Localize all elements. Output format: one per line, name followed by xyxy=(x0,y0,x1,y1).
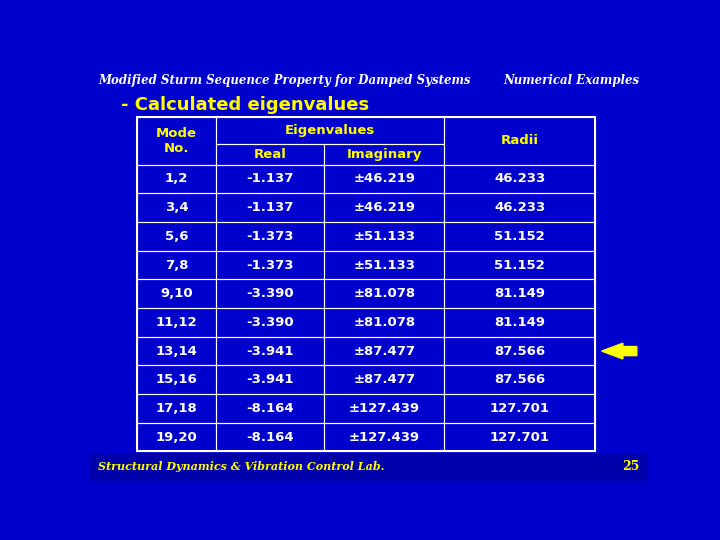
Bar xyxy=(215,308,324,337)
Text: 15,16: 15,16 xyxy=(156,373,197,386)
Bar xyxy=(444,165,595,193)
Bar xyxy=(215,366,324,394)
Text: Real: Real xyxy=(253,148,287,161)
Bar xyxy=(215,117,444,144)
Bar xyxy=(138,366,215,394)
Text: 51.152: 51.152 xyxy=(495,230,545,243)
Bar xyxy=(324,366,444,394)
Text: 46.233: 46.233 xyxy=(494,201,545,214)
Text: 81.149: 81.149 xyxy=(494,287,545,300)
Bar xyxy=(444,251,595,279)
Text: 87.566: 87.566 xyxy=(494,345,545,357)
Bar xyxy=(324,308,444,337)
Text: 51.152: 51.152 xyxy=(495,259,545,272)
Bar xyxy=(444,193,595,222)
Bar xyxy=(138,308,215,337)
Bar xyxy=(444,117,595,165)
Text: Eigenvalues: Eigenvalues xyxy=(285,124,375,137)
Text: 127.701: 127.701 xyxy=(490,402,549,415)
Text: -1.373: -1.373 xyxy=(246,230,294,243)
Text: -3.941: -3.941 xyxy=(246,345,294,357)
Text: 7,8: 7,8 xyxy=(165,259,188,272)
Text: -3.390: -3.390 xyxy=(246,287,294,300)
Text: ±81.078: ±81.078 xyxy=(354,316,415,329)
Bar xyxy=(444,222,595,251)
Text: 13,14: 13,14 xyxy=(156,345,197,357)
Bar xyxy=(324,279,444,308)
Bar xyxy=(444,337,595,366)
Text: ±127.439: ±127.439 xyxy=(348,430,420,444)
Bar xyxy=(324,423,444,451)
Text: ±127.439: ±127.439 xyxy=(348,402,420,415)
Bar xyxy=(215,165,324,193)
Text: -8.164: -8.164 xyxy=(246,430,294,444)
Bar xyxy=(138,279,215,308)
Bar xyxy=(138,394,215,423)
Bar xyxy=(444,366,595,394)
Text: Numerical Examples: Numerical Examples xyxy=(503,74,639,87)
Text: -1.373: -1.373 xyxy=(246,259,294,272)
Text: 81.149: 81.149 xyxy=(494,316,545,329)
Text: -8.164: -8.164 xyxy=(246,402,294,415)
Text: -1.137: -1.137 xyxy=(246,201,294,214)
Bar xyxy=(138,193,215,222)
FancyArrow shape xyxy=(602,343,637,359)
Bar xyxy=(444,394,595,423)
Bar xyxy=(138,117,595,451)
Text: 1,2: 1,2 xyxy=(165,172,188,185)
Bar xyxy=(215,251,324,279)
Bar xyxy=(324,193,444,222)
Text: -3.390: -3.390 xyxy=(246,316,294,329)
Bar xyxy=(215,193,324,222)
Bar xyxy=(324,394,444,423)
Bar xyxy=(215,222,324,251)
Bar xyxy=(215,423,324,451)
Bar xyxy=(138,117,215,165)
Bar xyxy=(444,308,595,337)
Text: -1.137: -1.137 xyxy=(246,172,294,185)
Bar xyxy=(324,222,444,251)
Text: Mode
No.: Mode No. xyxy=(156,127,197,154)
Text: Modified Sturm Sequence Property for Damped Systems: Modified Sturm Sequence Property for Dam… xyxy=(99,74,471,87)
Text: 46.233: 46.233 xyxy=(494,172,545,185)
Text: 19,20: 19,20 xyxy=(156,430,197,444)
Text: ±87.477: ±87.477 xyxy=(354,345,415,357)
Text: 127.701: 127.701 xyxy=(490,430,549,444)
Text: 11,12: 11,12 xyxy=(156,316,197,329)
Bar xyxy=(215,337,324,366)
Bar xyxy=(138,222,215,251)
Bar xyxy=(215,394,324,423)
Text: 5,6: 5,6 xyxy=(165,230,188,243)
Text: ±46.219: ±46.219 xyxy=(354,201,415,214)
Text: 9,10: 9,10 xyxy=(160,287,193,300)
Text: ±46.219: ±46.219 xyxy=(354,172,415,185)
Text: 17,18: 17,18 xyxy=(156,402,197,415)
Bar xyxy=(90,454,648,481)
Bar xyxy=(138,423,215,451)
Text: Structural Dynamics & Vibration Control Lab.: Structural Dynamics & Vibration Control … xyxy=(99,461,385,472)
Text: ±87.477: ±87.477 xyxy=(354,373,415,386)
Bar xyxy=(215,279,324,308)
Text: 3,4: 3,4 xyxy=(165,201,189,214)
Bar xyxy=(138,165,215,193)
Text: ±51.133: ±51.133 xyxy=(354,230,415,243)
Text: ±81.078: ±81.078 xyxy=(354,287,415,300)
Text: -3.941: -3.941 xyxy=(246,373,294,386)
Bar xyxy=(138,251,215,279)
Bar xyxy=(324,251,444,279)
Bar xyxy=(444,423,595,451)
Text: 25: 25 xyxy=(622,461,639,474)
Text: Radii: Radii xyxy=(500,134,539,147)
Bar xyxy=(444,279,595,308)
Text: - Calculated eigenvalues: - Calculated eigenvalues xyxy=(121,96,369,114)
Bar xyxy=(138,337,215,366)
Text: Imaginary: Imaginary xyxy=(346,148,422,161)
Text: ±51.133: ±51.133 xyxy=(354,259,415,272)
Text: 87.566: 87.566 xyxy=(494,373,545,386)
Bar xyxy=(324,165,444,193)
Bar xyxy=(215,144,324,165)
Bar xyxy=(324,337,444,366)
Bar xyxy=(324,144,444,165)
